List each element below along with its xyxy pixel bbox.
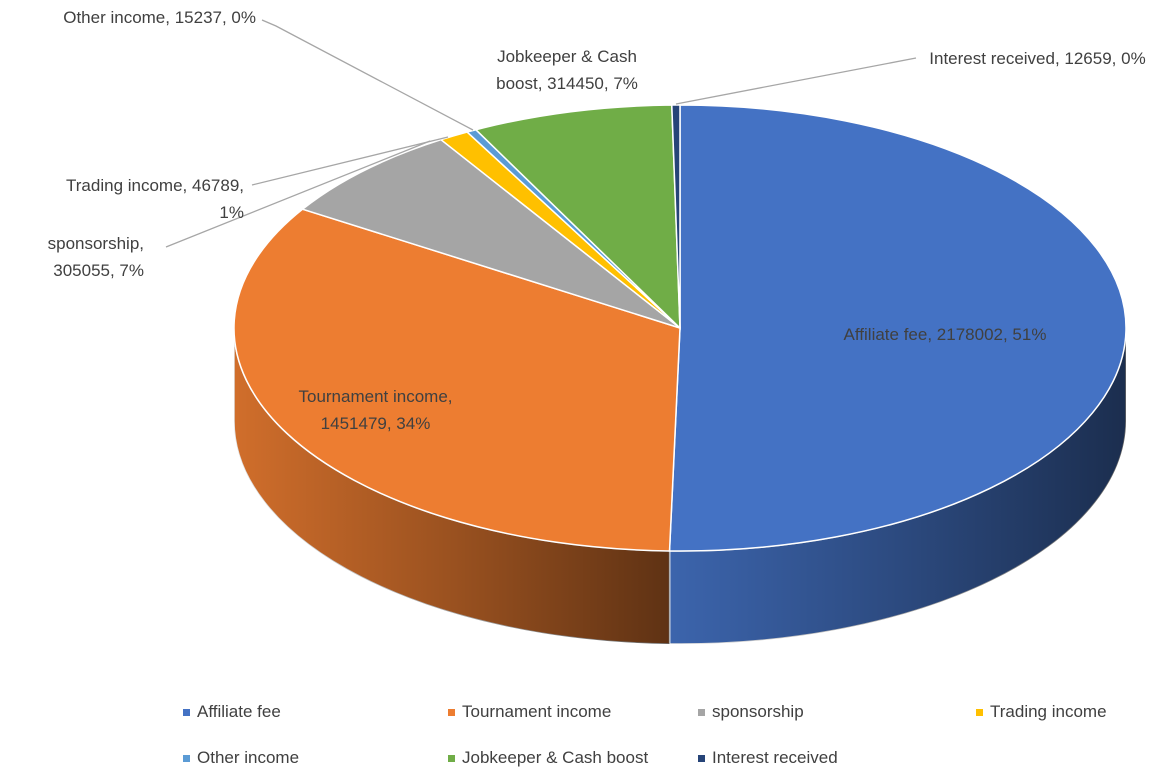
slice (474, 104, 681, 330)
legend-label: sponsorship (712, 702, 804, 721)
slice (233, 208, 681, 552)
leader-lines (165, 19, 917, 248)
data-label: Affiliate fee, 2178002, 51% (843, 325, 1047, 344)
data-label: Jobkeeper & Cash boost, 314450, 7% (496, 47, 638, 93)
legend-swatch (976, 709, 983, 716)
data-label: Other income, 15237, 0% (63, 8, 256, 27)
legend-label: Other income (197, 748, 300, 767)
leader-line (165, 140, 431, 248)
legend-label: Jobkeeper & Cash boost (462, 748, 649, 767)
data-label: Interest received, 12659, 0% (929, 49, 1146, 68)
legend-swatch (698, 709, 705, 716)
slice-side-shade (669, 328, 1126, 644)
leader-line (251, 136, 449, 186)
legend-swatch (183, 755, 190, 762)
legend-swatch (183, 709, 190, 716)
slice (668, 104, 1127, 552)
slice (671, 104, 681, 329)
legend-swatch (448, 755, 455, 762)
slice (301, 138, 681, 329)
legend-swatch (448, 709, 455, 716)
legend-label: Interest received (712, 748, 838, 767)
legend-label: Affiliate fee (197, 702, 281, 721)
leader-line (675, 57, 917, 105)
legend-label: Trading income (990, 702, 1107, 721)
legend-swatch (698, 755, 705, 762)
slice-side-shade (234, 328, 670, 644)
data-label: sponsorship, 305055, 7% (47, 234, 144, 280)
legend-label: Tournament income (462, 702, 612, 721)
data-label: Tournament income, 1451479, 34% (298, 387, 453, 433)
data-label: Trading income, 46789, 1% (66, 176, 244, 222)
leader-line (261, 19, 474, 131)
